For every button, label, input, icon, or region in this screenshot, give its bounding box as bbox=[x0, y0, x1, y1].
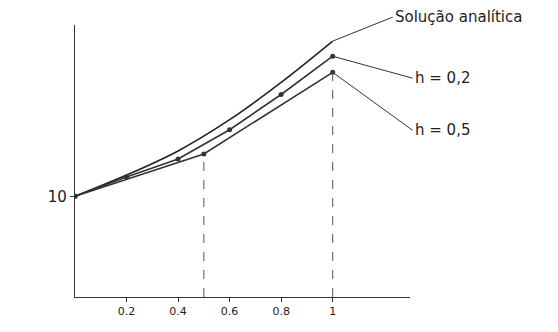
svg-text:0.8: 0.8 bbox=[272, 305, 290, 318]
svg-text:10: 10 bbox=[48, 188, 67, 206]
svg-text:1: 1 bbox=[329, 305, 336, 318]
svg-text:h = 0,2: h = 0,2 bbox=[415, 69, 470, 87]
svg-text:0.4: 0.4 bbox=[169, 305, 187, 318]
svg-text:h = 0,5: h = 0,5 bbox=[415, 121, 470, 139]
svg-text:0.2: 0.2 bbox=[118, 305, 136, 318]
svg-text:0.6: 0.6 bbox=[221, 305, 239, 318]
svg-text:Solução analítica: Solução analítica bbox=[395, 8, 522, 26]
